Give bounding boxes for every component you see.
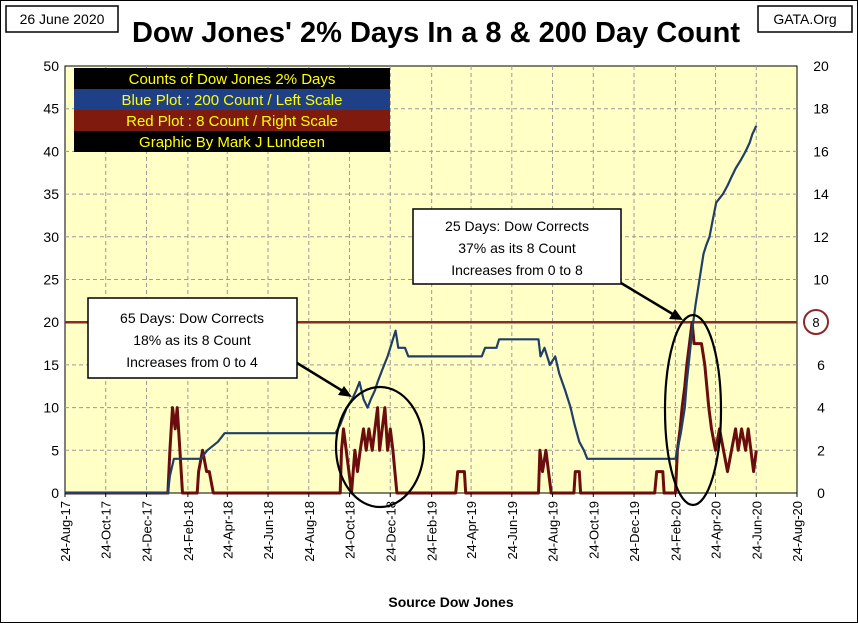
y-left-tick-label: 15	[43, 357, 59, 373]
x-tick-label: 24-Oct-19	[586, 501, 601, 559]
annotation-1-line-1: 65 Days: Dow Corrects	[120, 310, 264, 326]
annotation-2-arrow	[620, 281, 677, 318]
highlight-ellipse-2020	[663, 313, 723, 507]
annotation-1-arrow	[296, 361, 347, 395]
y-right-tick-label: 14	[813, 186, 829, 202]
x-tick-label: 24-Oct-17	[99, 501, 114, 559]
legend: Counts of Dow Jones 2% Days Blue Plot : 2…	[74, 68, 390, 152]
series-8-count-line	[65, 320, 758, 495]
y-right-tick-label: 12	[813, 229, 829, 245]
header-source-tag: GATA.Org	[773, 11, 836, 27]
x-tick-label: 24-Feb-18	[181, 501, 196, 561]
legend-row-text: Counts of Dow Jones 2% Days	[129, 71, 336, 88]
y-right-tick-label: 20	[813, 58, 829, 74]
highlight-ellipse-2018	[334, 385, 426, 509]
x-tick-label: 24-Feb-20	[668, 501, 683, 561]
annotation-1-line-2: 18% as its 8 Count	[133, 332, 251, 348]
x-tick-label: 24-Dec-19	[627, 501, 642, 562]
legend-row-bg	[74, 110, 390, 131]
annotation-1-line-3: Increases from 0 to 4	[126, 354, 258, 370]
y-left-tick-label: 45	[43, 101, 59, 117]
annotation-box-2	[412, 208, 622, 285]
x-tick-label: 24-Dec-17	[139, 501, 154, 562]
y-left-tick-label: 35	[43, 186, 59, 202]
y-right-tick-label: 18	[813, 101, 829, 117]
x-tick-label: 24-Dec-18	[383, 501, 398, 562]
x-tick-label: 24-Aug-17	[58, 501, 73, 562]
x-tick-label: 24-Aug-18	[302, 501, 317, 562]
y-left-tick-label: 40	[43, 143, 59, 159]
annotation-2-arrowhead	[669, 309, 683, 320]
chart-title: Dow Jones' 2% Days In a 8 & 200 Day Coun…	[132, 17, 740, 49]
legend-row-text: Graphic By Mark J Lundeen	[139, 134, 325, 151]
x-axis-title: Source Dow Jones	[388, 594, 513, 610]
annotation-1-arrowhead	[338, 386, 352, 397]
reference-marker-circle	[803, 309, 829, 335]
legend-row-bg	[74, 68, 390, 89]
y-left-tick-label: 25	[43, 272, 59, 288]
x-tick-label: 24-Apr-20	[709, 501, 724, 559]
y-right-tick-label: 16	[813, 143, 829, 159]
y-right-tick-label: 6	[817, 357, 825, 373]
y-right-tick-label: 0	[817, 485, 825, 501]
date-box	[5, 5, 119, 33]
x-tick-label: 24-Jun-20	[749, 501, 764, 560]
annotation-2-line-1: 25 Days: Dow Corrects	[445, 218, 589, 234]
y-left-tick-label: 0	[51, 485, 59, 501]
y-left-tick-label: 10	[43, 400, 59, 416]
annotation-box-1	[87, 297, 298, 379]
x-tick-label: 24-Oct-18	[343, 501, 358, 559]
x-tick-label: 24-Jun-18	[261, 501, 276, 560]
y-left-tick-label: 20	[43, 314, 59, 330]
legend-row-text: Blue Plot : 200 Count / Left Scale	[122, 92, 343, 109]
y-left-tick-label: 5	[51, 442, 59, 458]
x-tick-label: 24-Apr-18	[220, 501, 235, 559]
y-right-tick-label: 4	[817, 400, 825, 416]
x-tick-label: 24-Aug-20	[790, 501, 805, 562]
reference-marker-label: 8	[812, 315, 819, 330]
source-tag-box	[757, 5, 853, 33]
x-tick-label: 24-Aug-19	[546, 501, 561, 562]
legend-row-text: Red Plot : 8 Count / Right Scale	[126, 113, 338, 130]
y-right-tick-label: 10	[813, 272, 829, 288]
y-left-tick-label: 30	[43, 229, 59, 245]
legend-row-bg	[74, 89, 390, 110]
y-right-tick-label: 2	[817, 442, 825, 458]
axes: 0 5 10 15 20 25 30 35 40 45 50 0 2 4 6 8 10 12 14 16 18 20 24-…	[43, 58, 829, 562]
x-tick-label: 24-Jun-19	[505, 501, 520, 560]
annotation-2-line-3: Increases from 0 to 8	[451, 262, 583, 278]
header-date: 26 June 2020	[20, 11, 105, 27]
legend-row-bg	[74, 131, 390, 152]
x-tick-label: 24-Feb-19	[425, 501, 440, 561]
y-left-tick-label: 50	[43, 58, 59, 74]
x-tick-label: 24-Apr-19	[464, 501, 479, 559]
annotation-2-line-2: 37% as its 8 Count	[458, 240, 576, 256]
